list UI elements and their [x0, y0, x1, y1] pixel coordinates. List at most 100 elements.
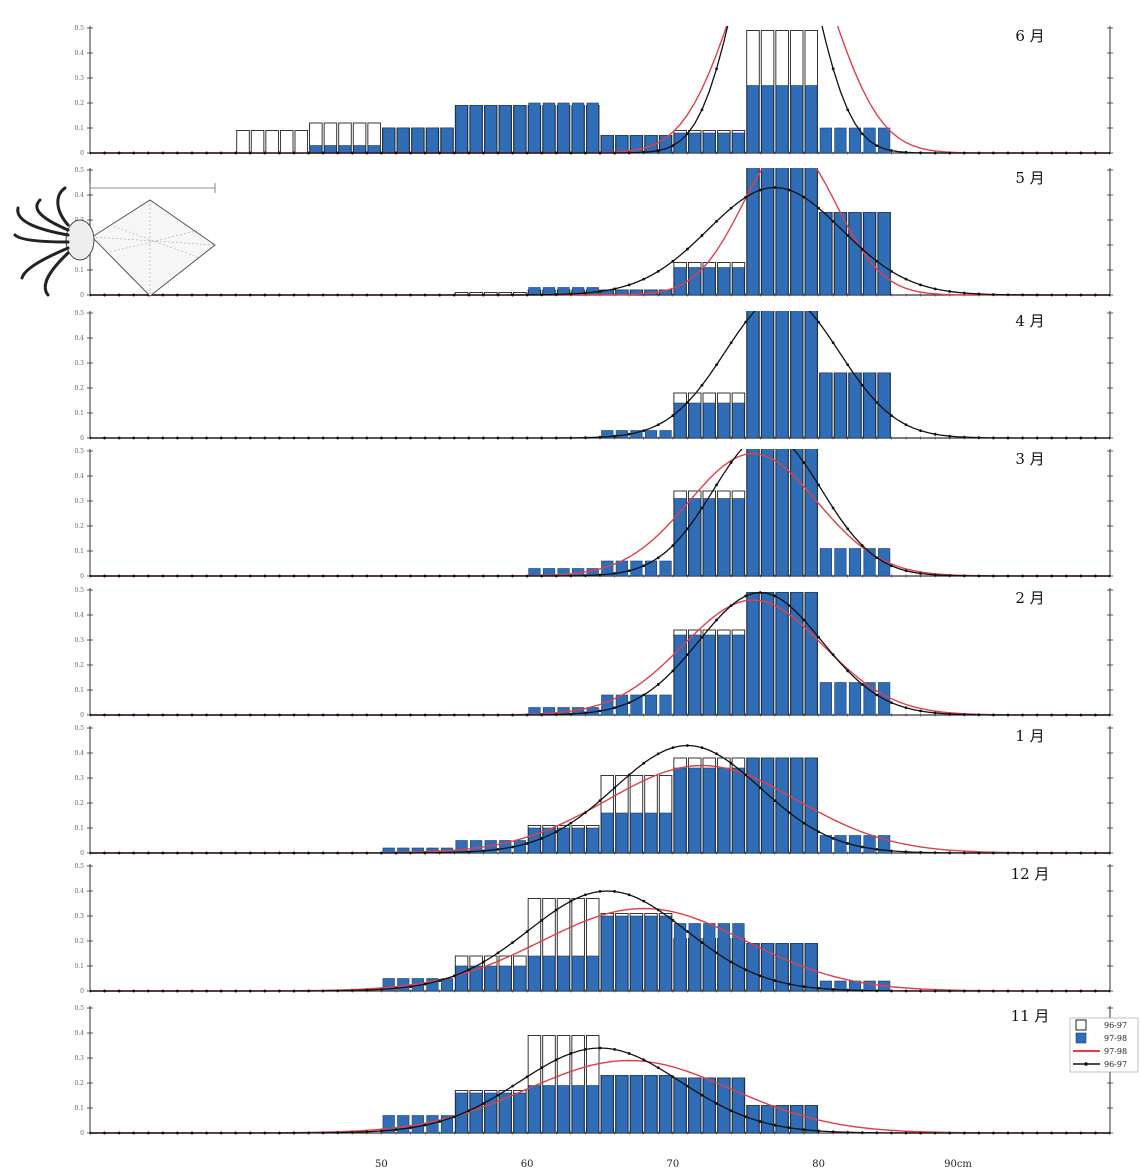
curve-96-97-point: [452, 974, 456, 978]
y-tick-label: 0.3: [74, 913, 84, 920]
bar-97-98: [368, 145, 381, 154]
curve-96-97-point: [933, 573, 937, 577]
curve-96-97: [90, 591, 1110, 716]
curve-96-97-point: [773, 979, 777, 983]
panel-6: 0 0.1 0.2 0.3 0.4 0.5 12 月: [74, 863, 1113, 995]
bar-97-98: [790, 943, 803, 992]
bar-97-98: [834, 835, 847, 854]
curve-96-97-point: [817, 1129, 820, 1133]
bar-97-98: [819, 127, 832, 154]
month-label: 3 月: [1015, 450, 1044, 468]
bar-97-98: [732, 923, 745, 992]
curve-96-97-point: [409, 713, 412, 717]
curve-96-97-point: [773, 186, 777, 189]
bar-97-98: [440, 978, 454, 992]
curve-96-97-point: [584, 291, 587, 295]
curve-96-97-point: [1021, 1131, 1024, 1135]
curve-96-97-point: [525, 930, 529, 933]
curve-96-97-point: [365, 151, 369, 155]
bar-97-98: [863, 212, 876, 296]
curve-96-97-point: [482, 293, 485, 297]
curve-96-97-point: [992, 293, 995, 296]
curve-96-97-point: [817, 830, 820, 834]
bar-97-98: [528, 1085, 541, 1134]
curve-96-97-point: [292, 989, 296, 993]
bar-97-98: [732, 498, 745, 577]
curve-96-97-point: [321, 1131, 325, 1135]
curve-96-97-point: [554, 830, 558, 834]
curve-97-98: [90, 452, 1110, 577]
curve-96-97-point: [438, 574, 442, 578]
bar-97-98: [776, 757, 789, 854]
bar-97-98: [513, 105, 526, 154]
curve-96-97-point: [788, 443, 791, 446]
curve-96-97-point: [977, 989, 981, 993]
curve-96-97-point: [132, 574, 136, 578]
curve-96-97: [90, 1047, 1110, 1134]
bar-97-98: [848, 212, 862, 296]
curve-96-97-point: [321, 713, 325, 717]
curve-96-97-point: [394, 574, 398, 578]
bar-97-98: [776, 943, 789, 992]
curve-96-97-point: [598, 890, 602, 893]
curve-96-97-point: [1035, 436, 1039, 440]
y-tick-label: 0.1: [74, 267, 84, 274]
curve-96-97-point: [219, 851, 223, 855]
curve-96-97-point: [263, 574, 267, 578]
curve-96-97-point: [758, 974, 762, 978]
bar-97-98: [746, 168, 760, 296]
curve-96-97-point: [176, 989, 179, 993]
curve-96-97-point: [423, 574, 427, 578]
curve-97-98: [90, 168, 1110, 296]
curve-96-97-point: [438, 979, 442, 983]
curve-96-97-point: [554, 151, 558, 155]
curve-96-97-point: [103, 989, 106, 993]
curve-96-97-point: [336, 574, 340, 578]
bar-97-98: [630, 812, 643, 854]
bar-97-98: [484, 965, 497, 992]
bar-97-98: [615, 915, 628, 992]
curve-96-97-point: [103, 293, 106, 297]
curve-96-97-point: [350, 436, 354, 440]
curve-96-97-point: [278, 713, 281, 717]
curve-96-97-point: [700, 506, 704, 510]
curve-96-97-point: [554, 908, 558, 912]
curve-96-97-point: [205, 713, 208, 717]
curve-96-97-point: [860, 683, 864, 686]
curve-96-97-point: [409, 293, 412, 297]
curve-96-97-point: [744, 594, 748, 598]
curve-96-97-point: [132, 1131, 136, 1135]
y-tick-label: 0.1: [74, 825, 84, 832]
curve-96-97-point: [656, 683, 660, 686]
curve-96-97-point: [292, 1131, 296, 1135]
curve-96-97-point: [219, 1131, 223, 1135]
curve-96-97-point: [409, 985, 412, 989]
curve-96-97-point: [613, 434, 616, 438]
curve-96-97-point: [234, 1131, 238, 1135]
curve-96-97-point: [496, 436, 500, 440]
curve-96-97-point: [1064, 293, 1068, 297]
curve-96-97-point: [948, 712, 952, 716]
squid-illustration: [13, 183, 216, 297]
curve-96-97-point: [671, 746, 675, 750]
curve-96-97-point: [234, 436, 238, 440]
curve-96-97-point: [90, 574, 92, 578]
y-tick-label: 0.4: [74, 750, 84, 757]
bar-97-98: [644, 1075, 658, 1134]
curve-96-97-point: [875, 989, 879, 993]
curve-96-97-point: [860, 845, 864, 849]
curve-96-97-point: [860, 132, 864, 136]
mantle-length-marker: [89, 183, 216, 193]
bar-97-98: [542, 287, 556, 296]
curve-96-97-point: [1108, 851, 1110, 855]
bar-97-98: [805, 311, 818, 439]
curve-96-97-point: [452, 713, 456, 717]
curve-96-97-point: [248, 293, 252, 297]
curve-96-97-point: [860, 1131, 864, 1134]
curve-96-97-point: [729, 341, 733, 345]
curve-96-97-point: [90, 989, 92, 993]
curve-96-97-point: [321, 989, 325, 993]
curve-96-97-point: [248, 713, 252, 717]
curve-96-97-point: [117, 293, 121, 297]
bar-97-98: [805, 168, 818, 296]
